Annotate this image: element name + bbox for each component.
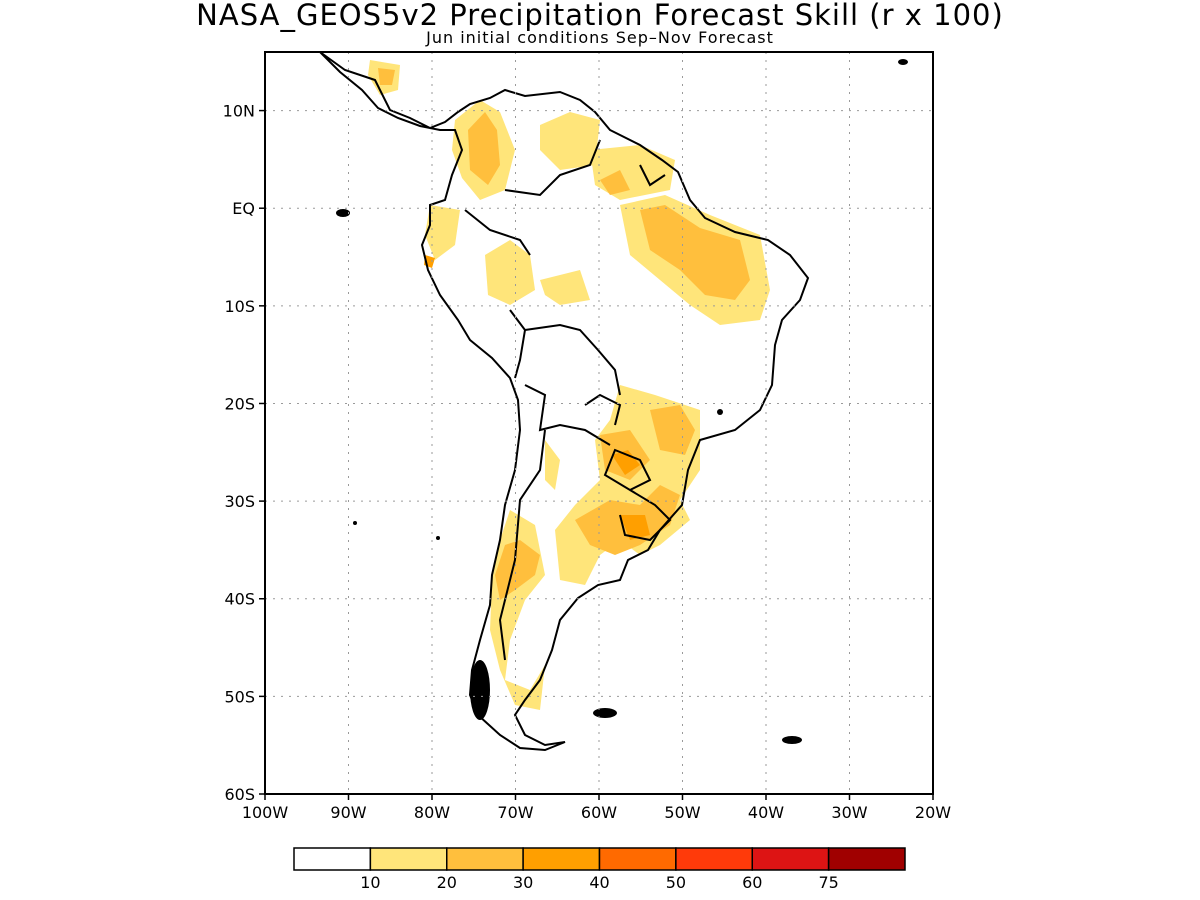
lat-tick-label: 60S bbox=[224, 785, 255, 804]
lon-tick-label: 90W bbox=[330, 803, 366, 822]
lon-tick-label: 100W bbox=[242, 803, 289, 822]
lon-tick-label: 80W bbox=[414, 803, 450, 822]
lat-tick-label: 30S bbox=[224, 492, 255, 511]
colorbar-label: 60 bbox=[742, 873, 762, 892]
lon-axis: 100W 90W 80W 70W 60W 50W 40W 30W 20W bbox=[242, 794, 951, 822]
lon-tick-label: 40W bbox=[748, 803, 784, 822]
colorbar-swatch bbox=[522, 847, 601, 871]
lon-tick-label: 50W bbox=[664, 803, 700, 822]
skill-shading-20-30 bbox=[378, 68, 750, 600]
colorbar-swatch bbox=[369, 847, 448, 871]
colorbar-label: 40 bbox=[589, 873, 609, 892]
colorbar-swatch bbox=[446, 847, 524, 871]
colorbar-swatch bbox=[598, 847, 677, 871]
colorbar-label: 10 bbox=[360, 873, 380, 892]
colorbar-swatch bbox=[675, 847, 753, 871]
lon-tick-label: 70W bbox=[497, 803, 533, 822]
lat-tick-label: 40S bbox=[224, 590, 255, 609]
lon-tick-label: 60W bbox=[581, 803, 617, 822]
islands bbox=[336, 59, 908, 744]
lat-tick-label: 10S bbox=[224, 297, 255, 316]
lat-tick-label: 10N bbox=[223, 102, 255, 121]
coastlines bbox=[319, 51, 810, 752]
colorbar-label: 20 bbox=[437, 873, 457, 892]
lat-tick-label: EQ bbox=[232, 199, 255, 218]
chart-title: NASA_GEOS5v2 Precipitation Forecast Skil… bbox=[196, 0, 1004, 32]
lat-axis: 10N EQ 10S 20S 30S 40S 50S 60S bbox=[223, 102, 265, 804]
lat-tick-label: 50S bbox=[224, 687, 255, 706]
colorbar-label: 50 bbox=[666, 873, 686, 892]
colorbar: 10 20 30 40 50 60 75 bbox=[293, 847, 906, 892]
colorbar-swatch bbox=[293, 847, 372, 871]
lat-tick-label: 20S bbox=[224, 394, 255, 413]
colorbar-label: 30 bbox=[513, 873, 533, 892]
lon-tick-label: 30W bbox=[831, 803, 867, 822]
colorbar-swatch bbox=[827, 847, 906, 871]
colorbar-label: 75 bbox=[818, 873, 838, 892]
colorbar-swatch bbox=[751, 847, 830, 871]
lon-tick-label: 20W bbox=[915, 803, 951, 822]
chart-subtitle: Jun initial conditions Sep–Nov Forecast bbox=[426, 28, 774, 47]
